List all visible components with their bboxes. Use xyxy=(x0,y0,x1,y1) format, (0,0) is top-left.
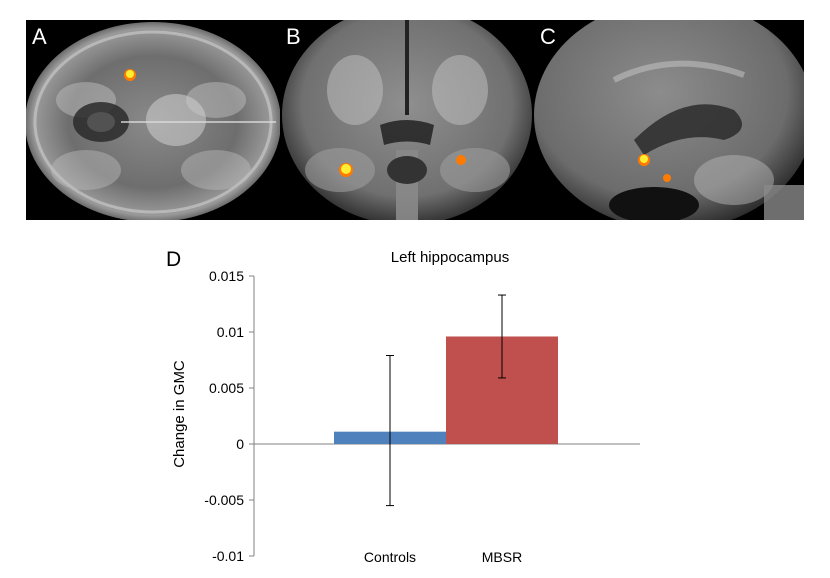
chart-plot-area: 0.015 0.01 0.005 0 -0.005 -0.01 Controls MBSR xyxy=(204,268,640,565)
x-tick-label: MBSR xyxy=(482,549,522,565)
mri-sagittal-panel: C xyxy=(534,20,804,220)
activation-blob-core xyxy=(126,70,134,78)
activation-blob-core xyxy=(341,164,351,174)
bar-chart: Left hippocampus Change in GMC 0.0150.01… xyxy=(171,249,640,565)
mri-axial-panel: A xyxy=(26,20,280,220)
chart-title: Left hippocampus xyxy=(391,249,509,266)
y-tick-label: -0.01 xyxy=(212,548,244,564)
mri-coronal-image xyxy=(280,20,534,220)
y-tick-label: 0 xyxy=(236,436,244,452)
x-tick-label: Controls xyxy=(364,549,416,565)
mri-coronal-panel: B xyxy=(280,20,534,220)
y-tick-label: 0.005 xyxy=(209,380,244,396)
activation-blob-core xyxy=(640,155,648,163)
activation-blob xyxy=(456,155,466,165)
panel-label-d: D xyxy=(166,248,182,271)
activation-blob xyxy=(663,174,671,182)
mri-axial-image xyxy=(26,20,280,220)
y-tick-label: -0.005 xyxy=(204,492,244,508)
panel-label-a: A xyxy=(32,24,47,49)
panel-label-b: B xyxy=(286,24,301,49)
y-axis-label: Change in GMC xyxy=(171,360,188,468)
panel-label-c: C xyxy=(540,24,556,49)
mri-sagittal-image xyxy=(534,20,804,220)
y-tick-label: 0.01 xyxy=(217,324,244,340)
y-tick-label: 0.015 xyxy=(209,268,244,284)
